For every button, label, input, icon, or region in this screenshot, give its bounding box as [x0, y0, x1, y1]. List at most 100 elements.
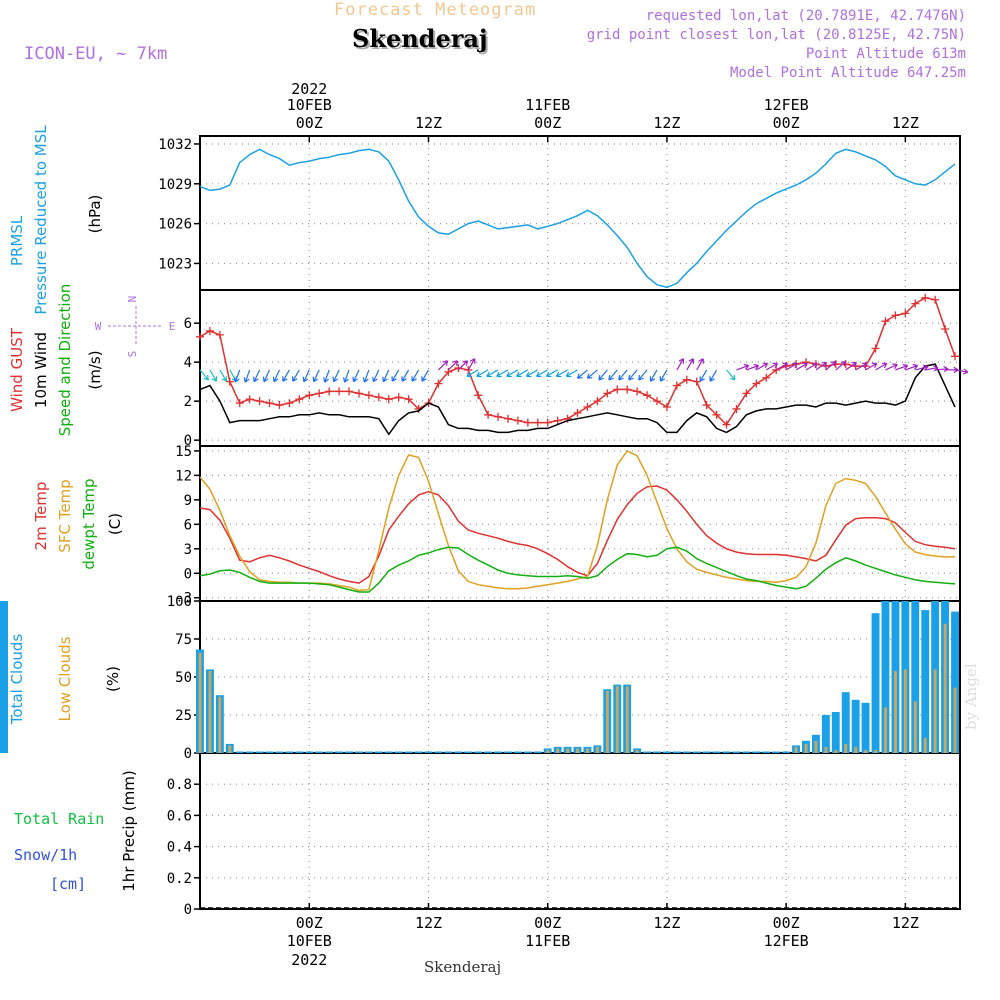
gust-marker: [553, 416, 562, 425]
gust-marker: [295, 395, 304, 404]
gust-marker: [484, 410, 493, 419]
wind-direction-arrow: [437, 360, 449, 371]
point-altitude: Point Altitude 613m: [805, 46, 966, 62]
wind-direction-arrow: [525, 369, 539, 378]
gust-marker: [533, 418, 542, 427]
gust-marker: [364, 391, 373, 400]
low-cloud-bar: [586, 748, 589, 753]
low-cloud-bar: [576, 748, 579, 753]
gust-marker: [752, 379, 761, 388]
gust-marker: [941, 325, 950, 333]
precip-ylabel: 1hr Precip (mm): [120, 770, 138, 891]
wind-direction-arrow: [209, 369, 218, 382]
wind-direction-arrow: [555, 369, 568, 378]
pressure-label-1: PRMSL: [8, 215, 26, 266]
total-cloud-bar: [444, 751, 453, 753]
x-hour-bottom: 12Z: [653, 914, 680, 932]
gust-marker: [543, 418, 552, 427]
total-cloud-bar: [702, 751, 711, 753]
wind-direction-arrow: [825, 361, 837, 371]
gust-marker: [911, 299, 920, 308]
low-cloud-bar: [864, 750, 868, 753]
y-tick-label: 75: [175, 632, 192, 648]
low-cloud-bar: [913, 701, 917, 753]
y-tick-label: 0: [184, 566, 192, 582]
wind-direction-arrow: [332, 369, 340, 383]
low-cloud-bar: [625, 686, 629, 753]
gust-marker: [384, 395, 393, 404]
wind-direction-arrow: [608, 369, 618, 381]
low-cloud-bar: [953, 687, 957, 753]
y-tick-label: 9: [184, 493, 192, 509]
gust-marker: [354, 389, 363, 398]
wind-direction-arrow: [785, 362, 798, 371]
wind-direction-arrow: [598, 369, 608, 381]
wind-direction-arrow: [815, 361, 828, 371]
low-cloud-bar: [933, 669, 937, 753]
low-cloud-bar: [874, 750, 877, 753]
gust-marker: [772, 365, 781, 374]
gust-marker: [235, 399, 244, 408]
total-cloud-bar: [712, 751, 721, 753]
gust-marker: [722, 420, 731, 429]
total-cloud-bar: [355, 751, 363, 753]
wind-direction-arrow: [219, 369, 228, 382]
low-cloud-bar: [635, 750, 639, 753]
wind-direction-arrow: [545, 369, 558, 378]
y-tick-label: 6: [184, 316, 192, 332]
pressure-label-2: Pressure Reduced to MSL: [32, 125, 50, 315]
low-cloud-bar: [208, 670, 212, 753]
gust-marker: [275, 401, 284, 410]
gust-marker: [325, 387, 334, 396]
total-cloud-bar: [255, 751, 264, 753]
gust-marker: [523, 418, 532, 427]
gust-marker: [583, 403, 592, 411]
low-cloud-bar: [894, 670, 897, 753]
y-tick-label: 0: [184, 902, 192, 918]
wind-direction-arrow: [775, 362, 789, 371]
x-hour-top: 00Z: [773, 114, 800, 132]
gust-marker: [682, 375, 691, 384]
gust-marker: [692, 377, 701, 386]
wind-direction-arrow: [233, 369, 241, 383]
gust-marker: [464, 365, 473, 374]
total-cloud-bar: [305, 751, 314, 753]
wind-direction-arrow: [421, 369, 430, 382]
y-tick-label: 1029: [158, 177, 192, 193]
gust-marker: [871, 344, 880, 353]
cloud-unit: (%): [104, 666, 122, 692]
wind-direction-arrow: [709, 369, 718, 382]
total-cloud-bar: [742, 751, 751, 753]
wind-direction-arrow: [343, 369, 350, 383]
low-cloud-bar: [228, 745, 232, 753]
total-cloud-bar: [414, 751, 423, 753]
total-cloud-bar: [374, 751, 383, 753]
gust-marker: [593, 397, 602, 406]
wind-direction-arrow: [467, 358, 476, 371]
gust-marker: [951, 352, 960, 361]
low-cloud-bar: [804, 743, 808, 753]
y-tick-label: 0: [184, 746, 192, 762]
total-cloud-bar: [335, 751, 343, 753]
total-cloud-bar: [772, 751, 781, 753]
precip-label-snow: Snow/1h: [14, 846, 77, 864]
gust-marker: [513, 416, 522, 425]
total-cloud-bar: [345, 751, 353, 753]
y-tick-label: 25: [175, 708, 192, 724]
model-altitude: Model Point Altitude 647.25m: [729, 65, 966, 81]
gust-marker: [265, 399, 274, 408]
gridpoint-coords: grid point closest lon,lat (20.8125E, 42…: [586, 27, 966, 43]
wind-direction-arrow: [628, 369, 638, 381]
cloud-label-total: Total Clouds: [8, 634, 26, 726]
x-date-top: 12FEB: [764, 96, 809, 114]
total-cloud-bar: [474, 751, 483, 753]
gust-marker: [394, 393, 403, 402]
total-cloud-bar: [782, 751, 791, 753]
wind-direction-arrow: [253, 369, 261, 383]
total-cloud-bar: [682, 751, 691, 753]
y-tick-label: 3: [184, 542, 192, 558]
panel-frame-pressure: [199, 135, 961, 291]
gust-marker: [205, 326, 214, 335]
low-cloud-bar: [814, 740, 818, 753]
